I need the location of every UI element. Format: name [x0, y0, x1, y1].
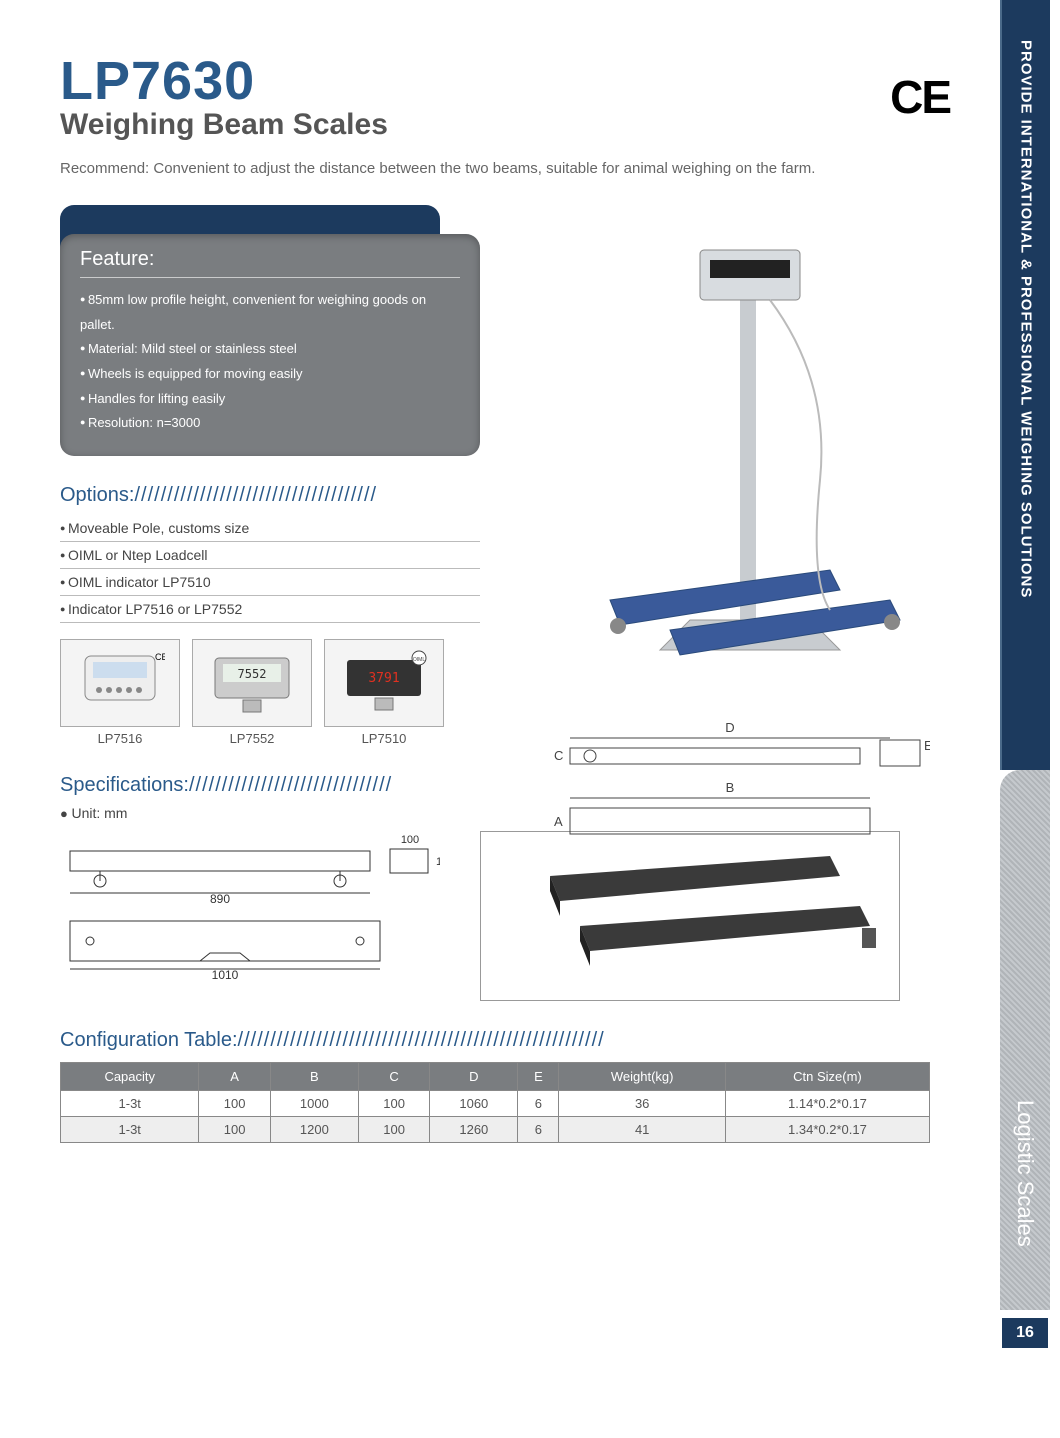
dim-label-e: E — [924, 738, 930, 753]
options-header: Options:////////////////////////////////… — [60, 484, 480, 507]
feature-title: Feature: — [80, 248, 460, 278]
svg-text:7552: 7552 — [238, 667, 267, 681]
table-cell: 100 — [358, 1091, 429, 1117]
sidebar-dark-panel: PROVIDE INTERNATIONAL & PROFESSIONAL WEI… — [1000, 0, 1050, 770]
svg-text:100: 100 — [401, 834, 419, 846]
page-number: 16 — [1002, 1318, 1048, 1348]
dimension-diagram-side: D C E B A — [530, 720, 930, 860]
table-header: A — [199, 1063, 270, 1091]
slashes-deco: /////////////////////////////// — [189, 774, 392, 796]
feature-item: Handles for lifting easily — [80, 387, 460, 412]
svg-text:3791: 3791 — [368, 671, 399, 686]
sidebar-tagline: PROVIDE INTERNATIONAL & PROFESSIONAL WEI… — [1018, 40, 1035, 598]
indicator-label: LP7510 — [362, 731, 407, 746]
table-cell: 100 — [199, 1117, 270, 1143]
table-header: Capacity — [61, 1063, 199, 1091]
indicator-label: LP7552 — [230, 731, 275, 746]
specs-header: Specifications://///////////////////////… — [60, 774, 480, 797]
table-header: Weight(kg) — [559, 1063, 725, 1091]
table-cell: 6 — [518, 1091, 559, 1117]
indicator-lp7510: 3791 OIML LP7510 — [324, 639, 444, 746]
recommend-text: Recommend: Convenient to adjust the dist… — [60, 160, 960, 177]
dim-label-a: A — [554, 814, 563, 829]
table-header: D — [430, 1063, 518, 1091]
right-sidebar: PROVIDE INTERNATIONAL & PROFESSIONAL WEI… — [990, 0, 1060, 1438]
config-table: Capacity A B C D E Weight(kg) Ctn Size(m… — [60, 1062, 930, 1143]
indicator-lp7516: CE LP7516 — [60, 639, 180, 746]
svg-text:890: 890 — [210, 892, 230, 906]
svg-text:CE: CE — [155, 652, 165, 662]
specs-title: Specifications: — [60, 774, 189, 796]
sidebar-category: Logistic Scales — [1012, 1100, 1038, 1247]
indicator-label: LP7516 — [98, 731, 143, 746]
feature-list: 85mm low profile height, convenient for … — [80, 288, 460, 436]
ce-mark: CE — [890, 70, 950, 124]
table-header: B — [270, 1063, 358, 1091]
option-item: OIML or Ntep Loadcell — [60, 542, 480, 569]
product-illustration — [570, 230, 930, 690]
table-cell: 41 — [559, 1117, 725, 1143]
options-title: Options: — [60, 484, 134, 506]
config-section: Configuration Table:////////////////////… — [60, 1029, 930, 1143]
slashes-deco: ///////////////////////////////////// — [134, 484, 377, 506]
table-header: C — [358, 1063, 429, 1091]
svg-text:OIML: OIML — [413, 657, 425, 663]
dim-label-c: C — [554, 748, 563, 763]
table-cell: 100 — [199, 1091, 270, 1117]
feature-item: 85mm low profile height, convenient for … — [80, 288, 460, 337]
table-cell: 1-3t — [61, 1117, 199, 1143]
feature-item: Material: Mild steel or stainless steel — [80, 337, 460, 362]
table-header: E — [518, 1063, 559, 1091]
indicator-lp7552: 7552 LP7552 — [192, 639, 312, 746]
table-row: 1-3t 100 1000 100 1060 6 36 1.14*0.2*0.1… — [61, 1091, 930, 1117]
dim-label-d: D — [725, 720, 734, 735]
table-row: 1-3t 100 1200 100 1260 6 41 1.34*0.2*0.1… — [61, 1117, 930, 1143]
table-cell: 1060 — [430, 1091, 518, 1117]
table-cell: 1.34*0.2*0.17 — [725, 1117, 929, 1143]
svg-text:1010: 1010 — [212, 968, 239, 981]
feature-item: Resolution: n=3000 — [80, 411, 460, 436]
slashes-deco: ////////////////////////////////////////… — [238, 1029, 605, 1051]
feature-box: Feature: 85mm low profile height, conven… — [60, 234, 480, 456]
table-cell: 1200 — [270, 1117, 358, 1143]
option-item: Moveable Pole, customs size — [60, 515, 480, 542]
table-header: Ctn Size(m) — [725, 1063, 929, 1091]
product-title: Weighing Beam Scales — [60, 108, 960, 142]
dim-label-b: B — [726, 780, 735, 795]
options-list: Moveable Pole, customs size OIML or Ntep… — [60, 515, 480, 623]
table-cell: 1260 — [430, 1117, 518, 1143]
sidebar-light-panel: Logistic Scales — [1000, 770, 1050, 1310]
option-item: OIML indicator LP7510 — [60, 569, 480, 596]
option-item: Indicator LP7516 or LP7552 — [60, 596, 480, 623]
spec-diagram-left: 890 100 100 1010 — [60, 831, 440, 1001]
feature-item: Wheels is equipped for moving easily — [80, 362, 460, 387]
config-header: Configuration Table:////////////////////… — [60, 1029, 930, 1052]
table-cell: 100 — [358, 1117, 429, 1143]
table-header-row: Capacity A B C D E Weight(kg) Ctn Size(m… — [61, 1063, 930, 1091]
config-title: Configuration Table: — [60, 1029, 238, 1051]
table-cell: 6 — [518, 1117, 559, 1143]
svg-text:100: 100 — [436, 856, 440, 868]
table-cell: 36 — [559, 1091, 725, 1117]
table-cell: 1.14*0.2*0.17 — [725, 1091, 929, 1117]
table-cell: 1-3t — [61, 1091, 199, 1117]
model-number: LP7630 — [60, 50, 960, 112]
table-cell: 1000 — [270, 1091, 358, 1117]
